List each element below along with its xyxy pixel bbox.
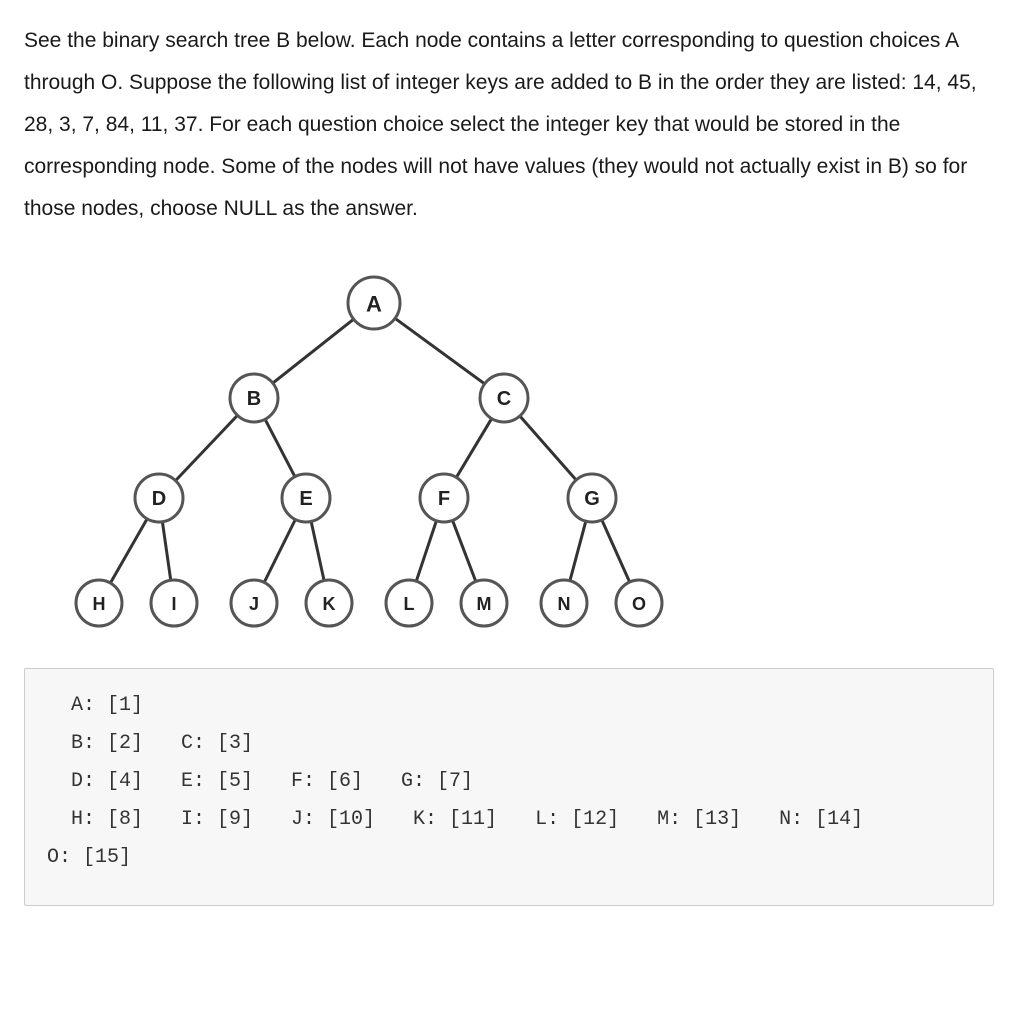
answer-pair-a: A: [1] <box>47 687 143 725</box>
svg-text:O: O <box>632 594 646 614</box>
tree-node-k: K <box>306 580 352 626</box>
answer-line: B: [2] C: [3] <box>47 725 971 763</box>
answer-line: H: [8] I: [9] J: [10] K: [11] L: [12] M: [13]… <box>47 801 971 877</box>
svg-text:N: N <box>558 594 571 614</box>
tree-edge <box>273 319 354 383</box>
tree-edge <box>570 521 586 581</box>
tree-edge <box>176 415 238 480</box>
svg-text:G: G <box>584 488 600 510</box>
tree-node-i: I <box>151 580 197 626</box>
tree-node-o: O <box>616 580 662 626</box>
tree-edge <box>395 318 485 383</box>
tree-node-n: N <box>541 580 587 626</box>
answer-pair-o: O: [15] <box>47 839 131 877</box>
tree-node-j: J <box>231 580 277 626</box>
tree-node-c: C <box>480 374 528 422</box>
tree-node-l: L <box>386 580 432 626</box>
answer-pair-h: H: [8] <box>47 801 143 839</box>
answer-line: D: [4] E: [5] F: [6] G: [7] <box>47 763 971 801</box>
answer-pair-d: D: [4] <box>47 763 143 801</box>
tree-edge <box>520 416 576 480</box>
svg-text:F: F <box>438 488 450 510</box>
tree-edge <box>311 521 324 580</box>
tree-node-m: M <box>461 580 507 626</box>
svg-text:L: L <box>404 594 415 614</box>
tree-node-d: D <box>135 474 183 522</box>
tree-node-f: F <box>420 474 468 522</box>
svg-text:E: E <box>299 488 312 510</box>
svg-text:J: J <box>249 594 259 614</box>
tree-node-a: A <box>348 277 400 329</box>
answer-pair-b: B: [2] <box>47 725 143 763</box>
question-text: See the binary search tree B below. Each… <box>24 20 994 230</box>
answer-pair-j: J: [10] <box>291 801 375 839</box>
answer-pair-e: E: [5] <box>181 763 253 801</box>
tree-edge <box>456 419 491 478</box>
answer-pair-f: F: [6] <box>291 763 363 801</box>
svg-text:K: K <box>323 594 336 614</box>
answer-pair-n: N: [14] <box>779 801 863 839</box>
svg-text:M: M <box>477 594 492 614</box>
answer-key-box: A: [1] B: [2] C: [3] D: [4] E: [5] F: [6] G:… <box>24 668 994 906</box>
tree-edge <box>265 419 295 476</box>
tree-edge <box>416 521 436 581</box>
answer-pair-m: M: [13] <box>657 801 741 839</box>
svg-text:D: D <box>152 488 166 510</box>
svg-text:B: B <box>247 388 261 410</box>
tree-node-b: B <box>230 374 278 422</box>
answer-pair-l: L: [12] <box>535 801 619 839</box>
answer-line: A: [1] <box>47 687 971 725</box>
svg-text:C: C <box>497 388 511 410</box>
tree-node-h: H <box>76 580 122 626</box>
answer-pair-i: I: [9] <box>181 801 253 839</box>
svg-text:H: H <box>93 594 106 614</box>
tree-edge <box>453 520 476 581</box>
bst-diagram: A B C D E F G H I J K L M N O <box>44 258 744 648</box>
tree-node-g: G <box>568 474 616 522</box>
answer-pair-c: C: [3] <box>181 725 253 763</box>
tree-node-e: E <box>282 474 330 522</box>
tree-edge <box>264 520 295 583</box>
tree-edge <box>110 519 147 583</box>
answer-pair-g: G: [7] <box>401 763 473 801</box>
answer-pair-k: K: [11] <box>413 801 497 839</box>
svg-text:I: I <box>171 594 176 614</box>
tree-edge <box>602 520 630 582</box>
tree-edge <box>162 522 170 580</box>
svg-text:A: A <box>366 292 382 317</box>
